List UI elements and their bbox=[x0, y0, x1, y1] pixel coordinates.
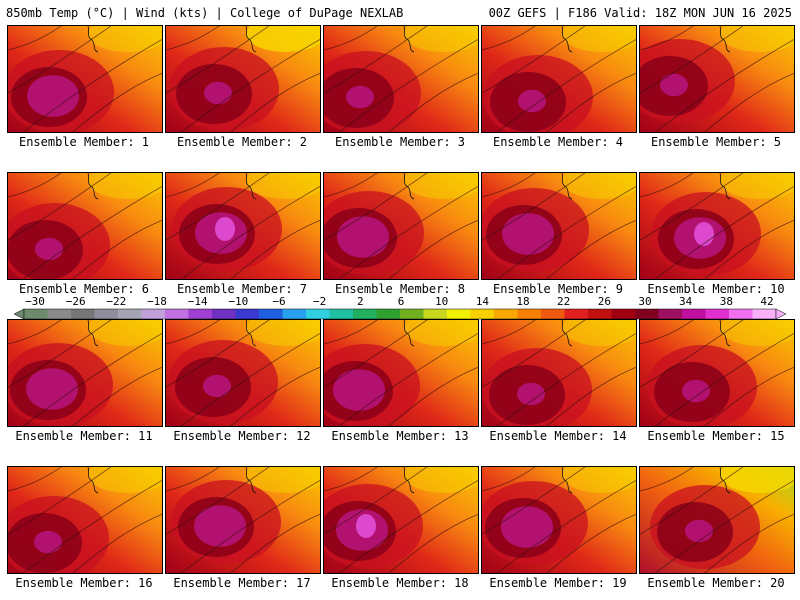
header-title: 850mb Temp (°C) | Wind (kts) | College o… bbox=[6, 6, 404, 20]
ensemble-member-label: Ensemble Member: 15 bbox=[647, 429, 785, 443]
ensemble-member-map-13 bbox=[323, 319, 479, 427]
ensemble-member-map-2 bbox=[165, 25, 321, 133]
ensemble-member-label: Ensemble Member: 5 bbox=[650, 135, 782, 149]
colorbar-high-arrow bbox=[775, 308, 786, 320]
colorbar-segment bbox=[141, 309, 166, 319]
ensemble-member-label: Ensemble Member: 14 bbox=[489, 429, 627, 443]
colorbar-segment bbox=[47, 309, 72, 319]
colorbar-tick-label: 38 bbox=[719, 295, 733, 308]
colorbar-segment bbox=[564, 309, 589, 319]
colorbar-tick-label: 6 bbox=[397, 295, 405, 308]
temperature-colorbar bbox=[14, 308, 786, 320]
colorbar-segment bbox=[329, 309, 354, 319]
ensemble-member-label: Ensemble Member: 17 bbox=[173, 576, 311, 590]
colorbar-segment bbox=[658, 309, 683, 319]
colorbar-segment bbox=[235, 309, 260, 319]
colorbar-tick-label: 10 bbox=[435, 295, 449, 308]
colorbar-segment bbox=[541, 309, 565, 319]
colorbar-tick-label: 2 bbox=[357, 295, 364, 308]
colorbar-tick-label: −18 bbox=[147, 295, 167, 308]
colorbar-segment bbox=[611, 309, 636, 319]
ensemble-member-map-3 bbox=[323, 25, 479, 133]
ensemble-member-label: Ensemble Member: 8 bbox=[334, 282, 466, 296]
ensemble-member-map-6 bbox=[7, 172, 163, 280]
colorbar-segment bbox=[682, 309, 706, 319]
colorbar-tick-label: −30 bbox=[25, 295, 45, 308]
colorbar-tick-label: −10 bbox=[228, 295, 249, 308]
colorbar-tick-label: −6 bbox=[272, 295, 286, 308]
ensemble-member-label: Ensemble Member: 12 bbox=[173, 429, 311, 443]
ensemble-member-label: Ensemble Member: 13 bbox=[331, 429, 469, 443]
colorbar-segment bbox=[353, 309, 377, 319]
colorbar-segment bbox=[71, 309, 95, 319]
colorbar-tick-label: 22 bbox=[557, 295, 571, 308]
ensemble-member-label: Ensemble Member: 7 bbox=[176, 282, 308, 296]
ensemble-member-map-15 bbox=[639, 319, 795, 427]
colorbar-segment bbox=[24, 309, 48, 319]
colorbar-tick-label: 18 bbox=[516, 295, 530, 308]
colorbar-segment bbox=[423, 309, 448, 319]
ensemble-member-map-9 bbox=[481, 172, 637, 280]
colorbar-tick-label: −2 bbox=[313, 295, 327, 308]
colorbar-tick-label: −26 bbox=[65, 295, 86, 308]
ensemble-member-map-19 bbox=[481, 466, 637, 574]
ensemble-member-label: Ensemble Member: 9 bbox=[492, 282, 624, 296]
ensemble-member-label: Ensemble Member: 11 bbox=[15, 429, 153, 443]
colorbar-tick-label: −22 bbox=[106, 295, 127, 308]
colorbar-low-arrow bbox=[14, 308, 25, 320]
ensemble-member-map-20 bbox=[639, 466, 795, 574]
ensemble-member-map-5 bbox=[639, 25, 795, 133]
colorbar-segment bbox=[118, 309, 142, 319]
colorbar-segment bbox=[470, 309, 495, 319]
colorbar-tick-label: 34 bbox=[679, 295, 693, 308]
colorbar-segment bbox=[282, 309, 307, 319]
ensemble-member-label: Ensemble Member: 20 bbox=[647, 576, 785, 590]
ensemble-member-label: Ensemble Member: 3 bbox=[334, 135, 466, 149]
colorbar-segment bbox=[635, 309, 659, 319]
colorbar-tick-label: −14 bbox=[187, 295, 208, 308]
colorbar-segment bbox=[447, 309, 471, 319]
colorbar-segment bbox=[212, 309, 236, 319]
colorbar-segment bbox=[259, 309, 283, 319]
colorbar-segment bbox=[752, 309, 777, 319]
colorbar-segment bbox=[400, 309, 424, 319]
ensemble-member-map-10 bbox=[639, 172, 795, 280]
ensemble-member-map-18 bbox=[323, 466, 479, 574]
colorbar-segment bbox=[494, 309, 518, 319]
colorbar-tick-label: 26 bbox=[597, 295, 611, 308]
ensemble-member-map-11 bbox=[7, 319, 163, 427]
colorbar-segment bbox=[165, 309, 189, 319]
ensemble-member-map-14 bbox=[481, 319, 637, 427]
colorbar-tick-label: 42 bbox=[760, 295, 774, 308]
ensemble-member-label: Ensemble Member: 2 bbox=[176, 135, 308, 149]
ensemble-member-label: Ensemble Member: 10 bbox=[647, 282, 785, 296]
ensemble-member-label: Ensemble Member: 18 bbox=[331, 576, 469, 590]
ensemble-member-map-1 bbox=[7, 25, 163, 133]
ensemble-member-map-8 bbox=[323, 172, 479, 280]
ensemble-member-label: Ensemble Member: 4 bbox=[492, 135, 624, 149]
colorbar-segment bbox=[188, 309, 213, 319]
ensemble-member-map-4 bbox=[481, 25, 637, 133]
ensemble-member-map-7 bbox=[165, 172, 321, 280]
header-model-run: 00Z GEFS | F186 Valid: 18Z MON JUN 16 20… bbox=[488, 6, 792, 20]
colorbar-segment bbox=[588, 309, 612, 319]
ensemble-member-label: Ensemble Member: 19 bbox=[489, 576, 627, 590]
colorbar-segment bbox=[705, 309, 730, 319]
ensemble-member-map-12 bbox=[165, 319, 321, 427]
ensemble-member-map-17 bbox=[165, 466, 321, 574]
colorbar-tick-label: 30 bbox=[638, 295, 652, 308]
ensemble-member-label: Ensemble Member: 6 bbox=[18, 282, 150, 296]
colorbar-segment bbox=[94, 309, 119, 319]
colorbar-tick-label: 14 bbox=[475, 295, 489, 308]
colorbar-segment bbox=[376, 309, 401, 319]
ensemble-member-map-16 bbox=[7, 466, 163, 574]
colorbar-segment bbox=[517, 309, 542, 319]
colorbar-segment bbox=[729, 309, 753, 319]
colorbar-segment bbox=[306, 309, 330, 319]
ensemble-member-label: Ensemble Member: 16 bbox=[15, 576, 153, 590]
ensemble-member-label: Ensemble Member: 1 bbox=[18, 135, 150, 149]
